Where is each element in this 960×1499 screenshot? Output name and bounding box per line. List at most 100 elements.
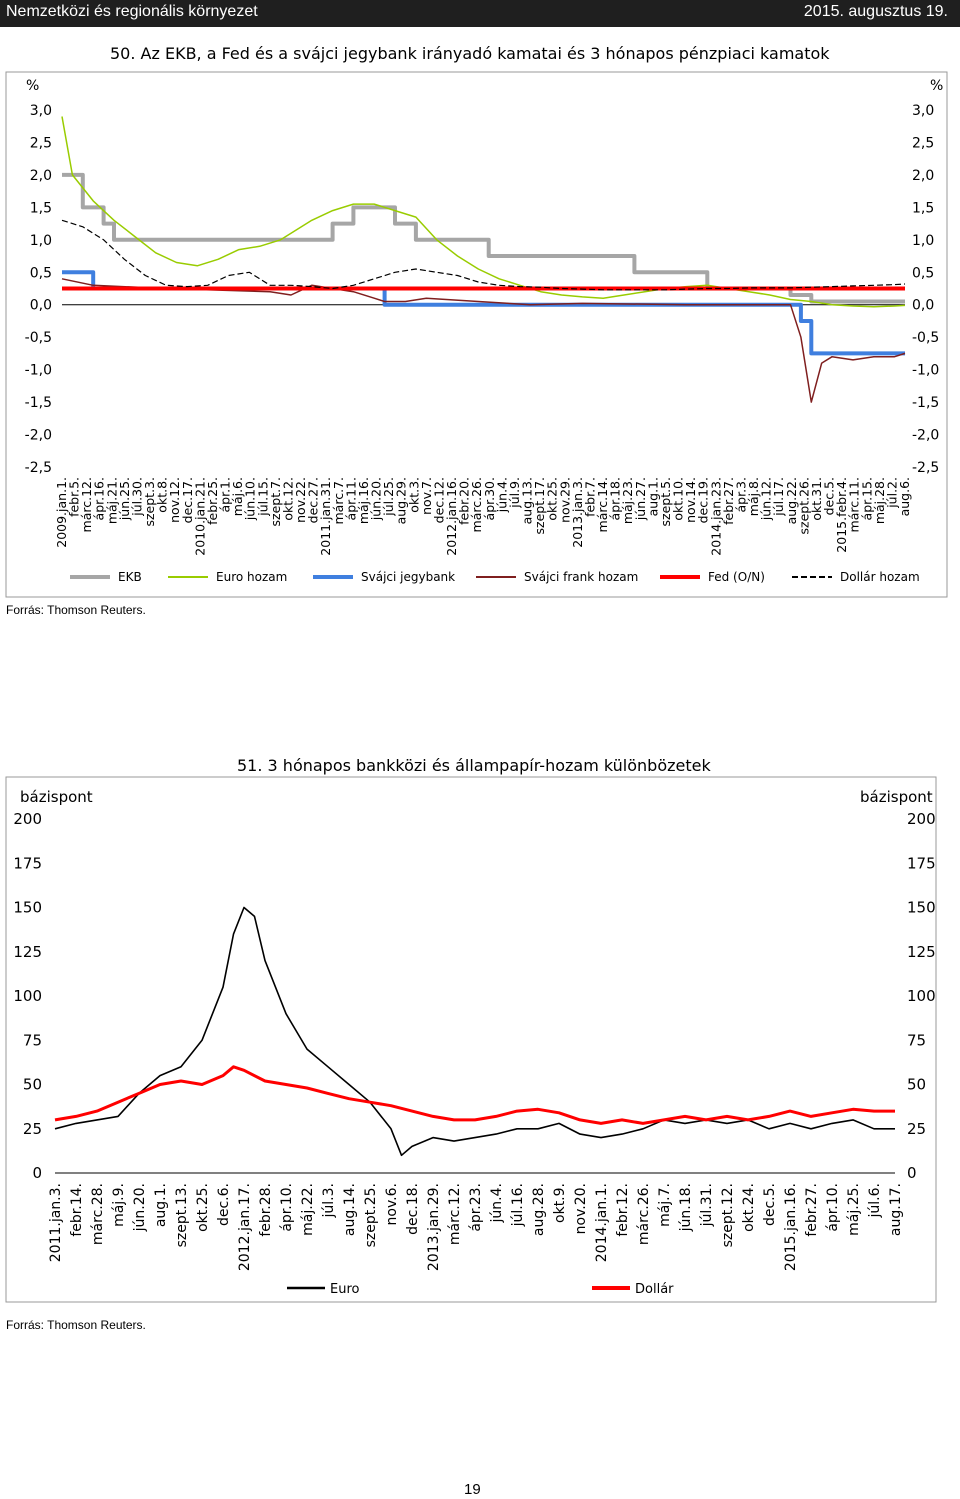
chart1-ytick-right: 1,0	[912, 233, 934, 249]
chart2-xtick: okt.24.	[741, 1183, 757, 1232]
chart1-legend-label: Euro hozam	[216, 570, 287, 584]
section-title: Nemzetközi és regionális környezet	[6, 3, 258, 20]
chart2-xtick: márc.26.	[636, 1183, 652, 1245]
chart2-xtick: dec.18.	[405, 1183, 421, 1235]
chart1-xtick: okt.12.	[280, 477, 295, 521]
chart1-xtick: ápr.11.	[343, 477, 358, 520]
chart1-xtick: ápr.15.	[859, 477, 874, 520]
chart1-xtick: okt.31.	[809, 477, 824, 521]
chart1-xtick: febr.27.	[721, 477, 736, 525]
page-number: 19	[464, 1481, 481, 1498]
chart1-series-line	[62, 270, 905, 356]
chart2-xtick: ápr.10.	[279, 1183, 295, 1232]
chart1-xtick: ápr.3.	[733, 477, 748, 513]
chart1-xtick: jún.10.	[243, 477, 258, 521]
chart1-series-line	[61, 219, 906, 291]
chart1-xtick: jún.25.	[117, 477, 132, 521]
chart2-xtick: 2011.jan.3.	[48, 1183, 64, 1262]
chart1-series-line	[61, 116, 906, 308]
chart1-xtick: nov.14.	[683, 477, 698, 523]
chart2-xtick: dec.5.	[762, 1183, 778, 1226]
chart1-ytick-right: -0,5	[912, 330, 939, 346]
chart1-series-line	[61, 278, 906, 403]
chart1-xtick: márc.26.	[469, 477, 484, 532]
chart2-ytick-left: 75	[23, 1031, 42, 1049]
chart2-xtick: febr.12.	[615, 1183, 631, 1237]
chart1-ytick-left: -0,5	[25, 330, 52, 346]
chart1-xtick: márc.7.	[331, 477, 346, 524]
chart1-xtick: márc.11.	[847, 477, 862, 532]
chart2-xtick: aug.28.	[531, 1183, 547, 1236]
chart1-xtick: szept.5.	[658, 477, 673, 527]
chart1-xtick: márc.14.	[595, 477, 610, 532]
chart2-xtick: 2013.jan.29.	[426, 1183, 442, 1271]
chart1-ytick-right: 2,5	[912, 135, 934, 151]
chart2-xtick: 2015.jan.16.	[783, 1183, 799, 1271]
chart1-xtick: júl.25.	[381, 477, 396, 517]
chart1-xtick: szept.26.	[796, 477, 811, 534]
chart1-xtick: 2013.jan.3.	[570, 477, 585, 548]
chart1-xtick: dec.19.	[696, 477, 711, 523]
chart1-xtick: nov.29.	[557, 477, 572, 523]
chart1-xtick: júl.15.	[255, 477, 270, 517]
chart2-xtick: febr.28.	[258, 1183, 274, 1237]
chart1-xtick: máj.28.	[872, 477, 887, 524]
chart1-xtick: aug.1.	[645, 477, 660, 516]
chart2-xtick: febr.14.	[69, 1183, 85, 1237]
chart1-ytick-left: 1,5	[30, 200, 52, 216]
chart1-ytick-right: -1,5	[912, 395, 939, 411]
chart2-xtick: márc.12.	[447, 1183, 463, 1245]
chart2-ytick-right: 0	[907, 1164, 917, 1182]
chart2-xtick: júl.16.	[510, 1183, 526, 1227]
chart2-ytick-left: 200	[13, 810, 42, 828]
chart2-ylabel-left: bázispont	[20, 788, 93, 806]
chart2-xtick: aug.14.	[342, 1183, 358, 1236]
chart2-xtick: júl.6.	[867, 1183, 883, 1218]
chart1-xtick: 2011.jan.31.	[318, 477, 333, 556]
chart2-series-line	[54, 906, 895, 1157]
chart1-ytick-right: 0,5	[912, 265, 934, 281]
chart2-ytick-right: 150	[907, 899, 936, 917]
chart1-ytick-right: -1,0	[912, 363, 939, 379]
chart1-ytick-left: 3,0	[30, 103, 52, 119]
chart1-ytick-left: 2,0	[30, 168, 52, 184]
chart1-xtick: febr.20.	[457, 477, 472, 525]
chart1-xtick: szept.3.	[142, 477, 157, 527]
chart2-xtick: jún.20.	[132, 1183, 148, 1232]
chart1-xtick: okt.25.	[545, 477, 560, 521]
chart1-xtick: febr.5.	[67, 477, 82, 517]
chart1-legend-label: Fed (O/N)	[708, 570, 765, 584]
chart1-ytick-left: -2,5	[25, 460, 52, 476]
chart1-xtick: aug.6.	[897, 477, 912, 516]
chart1-xtick: dec.12.	[431, 477, 446, 523]
chart2-ytick-left: 25	[23, 1120, 42, 1138]
chart2-xtick: aug.1.	[153, 1183, 169, 1227]
chart2-xtick: aug.17.	[888, 1183, 904, 1236]
chart1-xtick: jún.12.	[759, 477, 774, 521]
chart2-ytick-right: 75	[907, 1031, 926, 1049]
page-header: Nemzetközi és regionális környezet 2015.…	[0, 0, 960, 27]
chart1-frame	[5, 71, 948, 598]
chart2: bázispont bázispont 200 200 175 175 150 150 125 1…	[5, 776, 937, 1303]
chart1-xtick: aug.29.	[394, 477, 409, 524]
chart1-xtick: febr.7.	[582, 477, 597, 517]
chart2-xtick: jún.4.	[489, 1183, 505, 1223]
chart1-ytick-left: -1,0	[25, 363, 52, 379]
chart1-xtick: máj.8.	[746, 477, 761, 516]
chart1-ytick-right: 2,0	[912, 168, 934, 184]
chart1-xtick: 2015.febr.4.	[834, 477, 849, 553]
chart1-xtick: dec.27.	[306, 477, 321, 523]
chart2-xtick: jún.18.	[678, 1183, 694, 1232]
chart1-xtick: 2012.jan.16.	[444, 477, 459, 556]
chart1-xtick: febr.25.	[205, 477, 220, 525]
chart2-ylabel-right: bázispont	[860, 788, 933, 806]
chart2-ytick-right: 25	[907, 1120, 926, 1138]
chart2-frame	[5, 776, 937, 1303]
chart2-ytick-left: 150	[13, 899, 42, 917]
chart2-xtick: 2012.jan.17.	[237, 1183, 253, 1271]
chart2-ytick-left: 50	[23, 1076, 42, 1094]
chart1-xtick: aug.13.	[520, 477, 535, 524]
chart1-xtick: 2010.jan.21.	[192, 477, 207, 556]
chart1-xtick: 2009.jan.1.	[54, 477, 69, 548]
chart2-ytick-left: 100	[13, 987, 42, 1005]
